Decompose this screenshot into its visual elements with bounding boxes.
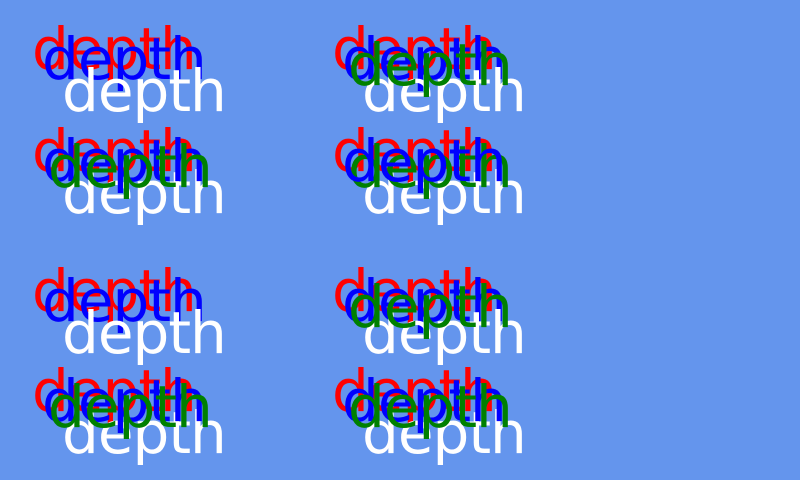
depth-word-red: depth [332, 357, 497, 425]
depth-word-green: depth [48, 373, 213, 441]
depth-word-white: depth [62, 399, 227, 467]
depth-word-red: depth [32, 15, 197, 83]
depth-word-white: depth [362, 159, 527, 227]
depth-word-blue: depth [42, 367, 207, 435]
depth-word-blue: depth [42, 127, 207, 195]
depth-word-blue: depth [342, 267, 507, 335]
depth-word-white: depth [62, 159, 227, 227]
depth-word-red: depth [32, 117, 197, 185]
depth-word-blue: depth [42, 267, 207, 335]
word-stack: depth depth depth depth [332, 117, 572, 222]
word-stack: depth depth depth [32, 15, 272, 120]
word-stack: depth depth depth depth [332, 15, 572, 120]
depth-word-white: depth [362, 399, 527, 467]
depth-word-red: depth [32, 357, 197, 425]
depth-word-red: depth [332, 257, 497, 325]
depth-word-white: depth [362, 299, 527, 367]
depth-word-green: depth [348, 273, 513, 341]
word-stack: depth depth depth [32, 257, 272, 362]
word-stack: depth depth depth depth [332, 357, 572, 462]
depth-word-green: depth [348, 133, 513, 201]
depth-word-green: depth [348, 373, 513, 441]
depth-word-blue: depth [342, 367, 507, 435]
depth-word-red: depth [332, 15, 497, 83]
depth-word-white: depth [62, 299, 227, 367]
depth-word-green: depth [348, 31, 513, 99]
depth-word-white: depth [62, 57, 227, 125]
depth-word-white: depth [362, 57, 527, 125]
depth-word-blue: depth [342, 127, 507, 195]
depth-word-green: depth [48, 133, 213, 201]
word-stack: depth depth depth depth [32, 117, 272, 222]
depth-word-red: depth [332, 117, 497, 185]
word-stack: depth depth depth depth [32, 357, 272, 462]
depth-word-blue: depth [342, 25, 507, 93]
word-stack: depth depth depth depth [332, 257, 572, 362]
depth-word-red: depth [32, 257, 197, 325]
depth-word-blue: depth [42, 25, 207, 93]
